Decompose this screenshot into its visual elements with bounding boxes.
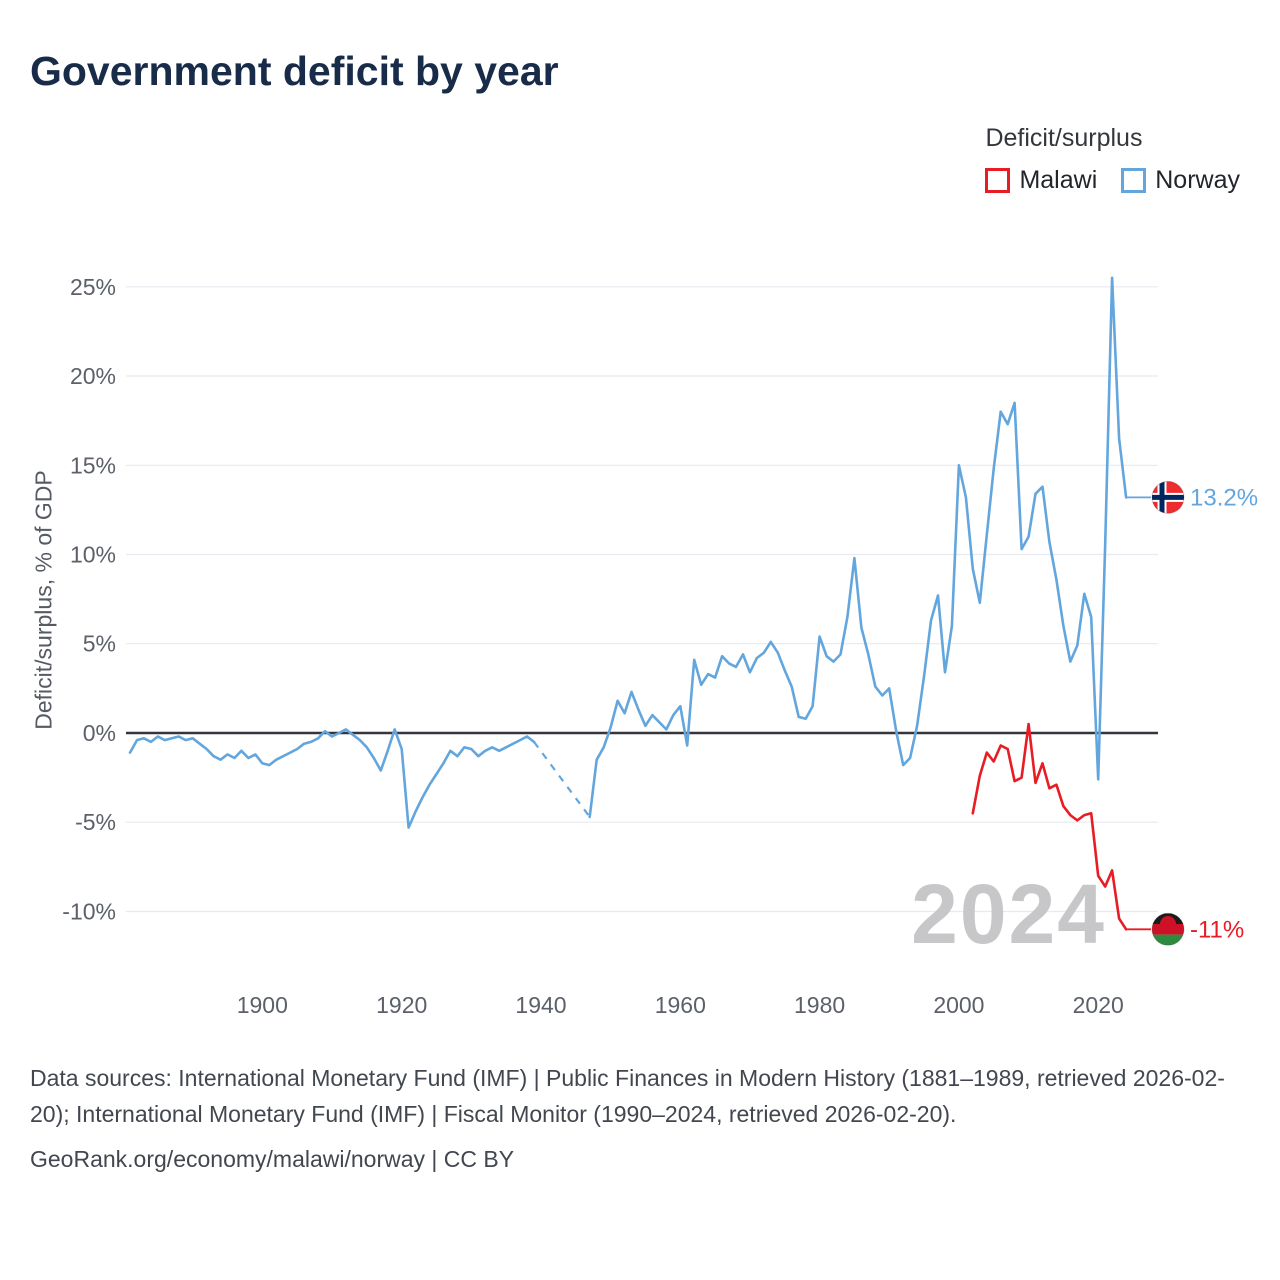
y-tick-label: 5% xyxy=(83,631,116,657)
legend-item-label: Norway xyxy=(1155,166,1240,194)
x-tick-label: 1960 xyxy=(655,992,706,1018)
x-tick-label: 1920 xyxy=(376,992,427,1018)
y-tick-label: 25% xyxy=(70,274,116,300)
y-tick-label: 10% xyxy=(70,542,116,568)
legend-items: Malawi Norway xyxy=(985,166,1240,195)
legend-item-norway[interactable]: Norway xyxy=(1121,166,1240,195)
footer: Data sources: International Monetary Fun… xyxy=(30,1060,1242,1185)
page-title: Government deficit by year xyxy=(30,48,559,94)
x-tick-label: 2000 xyxy=(933,992,984,1018)
malawi-end-label: -11% xyxy=(1190,916,1244,943)
norway-flag-icon xyxy=(1151,480,1185,514)
legend: Deficit/surplus Malawi Norway xyxy=(985,124,1240,195)
norway-line-dashed xyxy=(533,741,591,818)
deficit-chart: -10% -5% 0% 5% 10% 15% 20% 25% 1900 1920 1940 1960 1… xyxy=(62,274,1258,1018)
x-tick-label: 1900 xyxy=(237,992,288,1018)
legend-heading: Deficit/surplus xyxy=(985,124,1143,152)
x-tick-label: 1980 xyxy=(794,992,845,1018)
norway-swatch-icon xyxy=(1121,168,1147,193)
y-tick-label: -5% xyxy=(75,809,116,835)
malawi-line xyxy=(971,722,1128,931)
watermark-year: 2024 xyxy=(911,867,1106,961)
norway-end-label: 13.2% xyxy=(1190,484,1258,511)
malawi-flag-icon xyxy=(1151,912,1185,946)
data-sources-text: Data sources: International Monetary Fun… xyxy=(30,1065,1225,1128)
chart-area: -10% -5% 0% 5% 10% 15% 20% 25% 1900 1920 1940 1960 1… xyxy=(0,215,1280,1045)
norway-line xyxy=(588,276,1128,819)
y-tick-label: 20% xyxy=(70,363,116,389)
georank-credit-link[interactable]: GeoRank.org/economy/malawi/norway | CC B… xyxy=(30,1145,515,1172)
y-tick-label: 0% xyxy=(83,720,116,746)
y-tick-label: 15% xyxy=(70,452,116,478)
legend-item-malawi[interactable]: Malawi xyxy=(985,166,1097,195)
x-tick-label: 2020 xyxy=(1073,992,1124,1018)
y-tick-label: -10% xyxy=(62,899,116,925)
x-tick-label: 1940 xyxy=(515,992,566,1018)
malawi-swatch-icon xyxy=(985,168,1011,193)
norway-line xyxy=(128,728,536,829)
legend-item-label: Malawi xyxy=(1019,166,1098,194)
